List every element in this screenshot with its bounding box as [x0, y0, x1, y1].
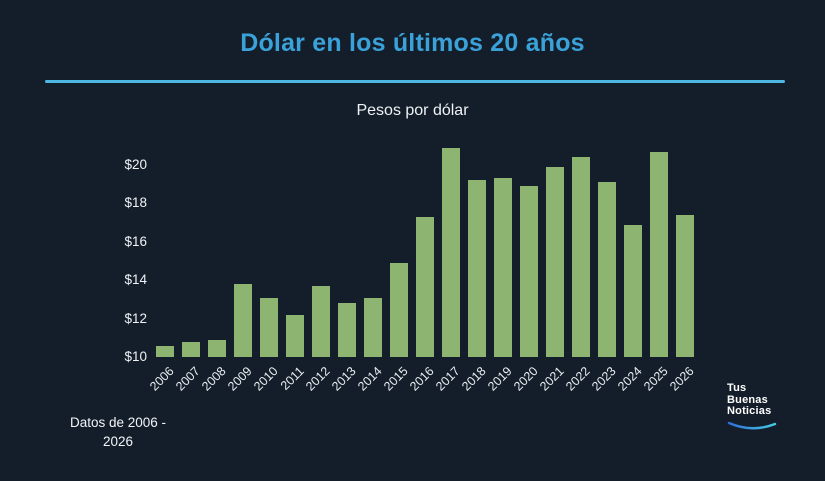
chart-title: Dólar en los últimos 20 años [240, 29, 585, 57]
bar-2016 [416, 216, 434, 357]
x-tick-label: 2009 [225, 364, 255, 394]
x-tick-label: 2021 [537, 364, 567, 394]
brand-logo: Tus Buenas Noticias [727, 382, 797, 433]
x-tick-label: 2020 [511, 364, 541, 394]
x-tick-label: 2015 [381, 364, 411, 394]
bar-2006 [156, 345, 174, 357]
logo-text-line-1: Tus [727, 382, 747, 394]
bar-2023 [598, 182, 616, 357]
bar-2007 [182, 341, 200, 357]
x-tick-label: 2025 [641, 364, 671, 394]
data-range-caption: Datos de 2006 - 2026 [33, 413, 203, 451]
y-tick-label: $16 [124, 233, 147, 249]
bars-area [156, 140, 694, 357]
logo-text-line-2: Buenas [727, 393, 768, 406]
y-tick-label: $12 [124, 310, 147, 326]
bar-2013 [338, 303, 356, 357]
x-tick-label: 2019 [485, 364, 515, 394]
bar-2017 [442, 147, 460, 357]
caption-line-1: Datos de 2006 - [69, 415, 167, 430]
x-tick-label: 2022 [563, 364, 593, 394]
x-axis: 2006 2007 2008 2009 2010 2011 2012 2013 2014 2015… [147, 357, 697, 407]
y-axis: $10 $12 $14 $16 $18 $20 [0, 140, 147, 364]
bar-2008 [208, 339, 226, 357]
y-tick-label: $10 [124, 349, 147, 364]
x-tick-label: 2026 [667, 364, 697, 394]
x-tick-label: 2010 [251, 364, 281, 394]
x-tick-label: 2024 [615, 364, 645, 394]
bar-2025 [650, 151, 668, 357]
logo-smile-arc-icon [727, 421, 777, 429]
caption-line-2: 2026 [102, 434, 134, 449]
x-tick-label: 2011 [277, 364, 307, 393]
x-tick-label: 2006 [147, 364, 177, 394]
chart-subtitle: Pesos por dólar [356, 102, 469, 119]
bar-2022 [572, 157, 590, 357]
y-tick-label: $18 [124, 195, 147, 211]
bar-2018 [468, 180, 486, 357]
bar-2010 [260, 297, 278, 357]
x-tick-label: 2007 [173, 364, 203, 394]
bar-2011 [286, 314, 304, 357]
y-tick-label: $14 [124, 272, 147, 288]
x-tick-label: 2014 [355, 364, 385, 394]
logo-text-line-3: Noticias [727, 405, 772, 417]
bar-2021 [546, 166, 564, 357]
bar-2020 [520, 186, 538, 357]
x-tick-label: 2013 [329, 364, 359, 394]
x-tick-label: 2016 [407, 364, 437, 394]
bar-2009 [234, 284, 252, 357]
x-tick-label: 2017 [433, 364, 463, 394]
bar-2015 [390, 262, 408, 357]
bar-2014 [364, 297, 382, 357]
x-tick-label: 2008 [199, 364, 229, 394]
x-tick-label: 2018 [459, 364, 489, 394]
bar-2019 [494, 178, 512, 357]
y-tick-label: $20 [124, 157, 147, 172]
bar-2026 [676, 214, 694, 357]
bar-2024 [624, 224, 642, 357]
bar-2012 [312, 286, 330, 357]
x-tick-label: 2012 [303, 364, 333, 394]
title-divider [45, 80, 785, 83]
x-tick-label: 2023 [589, 364, 619, 394]
